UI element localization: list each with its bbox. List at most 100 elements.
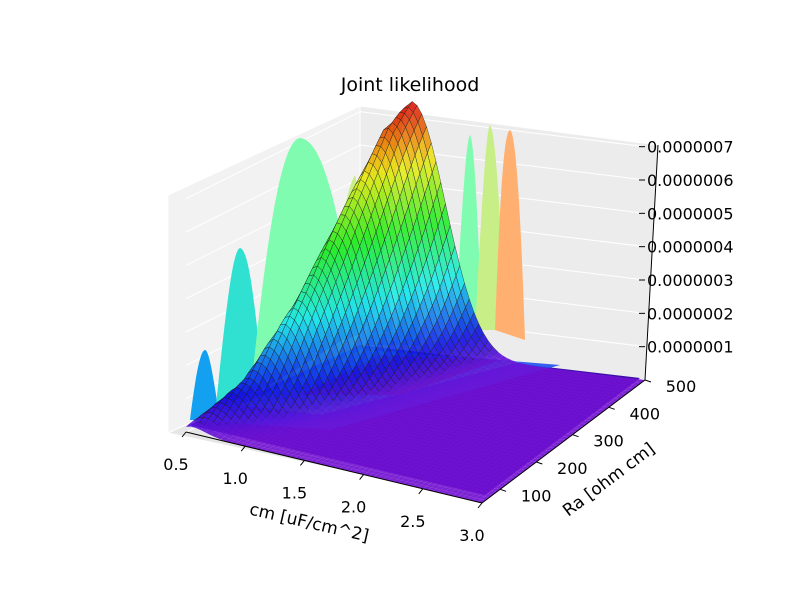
surface-facet-2244 bbox=[330, 442, 340, 446]
surface-facet-714 bbox=[572, 405, 582, 410]
surface-facet-1413 bbox=[427, 418, 436, 423]
surface-facet-228 bbox=[573, 380, 582, 384]
surface-facet-592 bbox=[570, 399, 579, 403]
surface-facet-1904 bbox=[451, 448, 460, 453]
surface-facet-161 bbox=[543, 373, 553, 377]
surface-facet-2089 bbox=[464, 461, 473, 466]
surface-facet-1606 bbox=[479, 438, 488, 442]
surface-facet-1340 bbox=[367, 399, 377, 406]
surface-facet-1766 bbox=[370, 426, 380, 430]
surface-facet-1657 bbox=[431, 432, 441, 436]
surface-facet-2618 bbox=[377, 472, 386, 476]
y-tick-mark-0 bbox=[499, 488, 507, 492]
surface-facet-1116 bbox=[460, 409, 469, 413]
surface-facet-831 bbox=[551, 408, 560, 413]
surface-facet-2231 bbox=[267, 422, 276, 430]
surface-facet-1653 bbox=[412, 428, 421, 432]
surface-facet-1359 bbox=[460, 421, 469, 426]
z-tick-label-4: 0.0000005 bbox=[647, 204, 734, 223]
surface-facet-704 bbox=[524, 398, 534, 402]
surface-facet-636 bbox=[490, 390, 499, 394]
surface-facet-566 bbox=[445, 374, 455, 381]
surface-facet-96 bbox=[523, 368, 532, 372]
surface-facet-506 bbox=[449, 371, 459, 378]
surface-facet-1701 bbox=[350, 418, 359, 423]
surface-facet-2601 bbox=[293, 452, 303, 456]
surface-facet-239 bbox=[625, 387, 635, 391]
surface-facet-2498 bbox=[384, 467, 394, 471]
surface-facet-1999 bbox=[321, 428, 331, 432]
y-tick-mark-2 bbox=[572, 434, 579, 438]
surface-facet-2088 bbox=[459, 460, 469, 465]
surface-facet-767 bbox=[535, 403, 544, 407]
surface-facet-766 bbox=[530, 402, 540, 406]
surface-facet-1878 bbox=[324, 421, 333, 426]
surface-facet-1370 bbox=[513, 431, 522, 435]
surface-facet-873 bbox=[460, 397, 470, 401]
surface-facet-529 bbox=[559, 394, 569, 398]
surface-facet-2620 bbox=[387, 474, 396, 478]
surface-facet-1769 bbox=[385, 429, 394, 433]
surface-facet-827 bbox=[531, 405, 541, 409]
surface-facet-1518 bbox=[346, 401, 356, 410]
surface-facet-716 bbox=[582, 407, 591, 411]
surface-facet-2625 bbox=[411, 480, 421, 484]
surface-facet-2545 bbox=[316, 454, 326, 459]
surface-facet-449 bbox=[467, 375, 477, 380]
surface-facet-1598 bbox=[440, 430, 449, 434]
surface-facet-2638 bbox=[475, 495, 485, 500]
surface-facet-1695 bbox=[320, 399, 330, 410]
surface-facet-2586 bbox=[219, 429, 229, 437]
surface-facet-1939 bbox=[325, 425, 334, 430]
surface-facet-1960 bbox=[427, 447, 437, 451]
surface-facet-1558 bbox=[541, 446, 550, 451]
surface-facet-2291 bbox=[263, 426, 272, 433]
surface-facet-2382 bbox=[411, 466, 421, 471]
surface-facet-2090 bbox=[469, 462, 478, 467]
surface-facet-522 bbox=[526, 389, 535, 393]
surface-facet-1315 bbox=[541, 433, 550, 437]
surface-facet-2180 bbox=[314, 435, 324, 440]
surface-facet-357 bbox=[608, 391, 618, 396]
surface-facet-2175 bbox=[290, 429, 300, 434]
surface-facet-2191 bbox=[368, 447, 378, 451]
surface-facet-2414 bbox=[270, 437, 279, 442]
surface-facet-706 bbox=[534, 399, 543, 404]
surface-facet-229 bbox=[578, 381, 587, 385]
surface-facet-341 bbox=[532, 381, 541, 385]
surface-facet-1678 bbox=[533, 451, 543, 456]
surface-facet-1964 bbox=[447, 451, 456, 455]
surface-facet-217 bbox=[520, 373, 530, 377]
surface-facet-643 bbox=[523, 395, 533, 399]
surface-facet-894 bbox=[561, 413, 571, 418]
surface-facet-2373 bbox=[367, 456, 377, 461]
surface-facet-234 bbox=[601, 384, 611, 388]
surface-facet-628 bbox=[451, 382, 461, 387]
surface-facet-344 bbox=[546, 383, 556, 387]
surface-facet-655 bbox=[581, 403, 590, 408]
surface-facet-953 bbox=[553, 415, 562, 419]
surface-facet-760 bbox=[501, 397, 511, 402]
surface-facet-2177 bbox=[300, 432, 309, 436]
surface-facet-1349 bbox=[411, 412, 421, 417]
surface-facet-657 bbox=[590, 405, 600, 409]
surface-facet-1428 bbox=[499, 432, 509, 436]
surface-facet-1651 bbox=[402, 426, 412, 430]
surface-facet-2443 bbox=[412, 470, 422, 474]
surface-facet-2416 bbox=[280, 440, 289, 444]
surface-facet-233 bbox=[597, 383, 606, 388]
surface-facet-1610 bbox=[498, 441, 508, 446]
surface-facet-225 bbox=[559, 378, 568, 382]
surface-facet-2152 bbox=[475, 467, 484, 471]
surface-facet-567 bbox=[450, 377, 460, 383]
surface-facet-2392 bbox=[460, 477, 470, 482]
surface-facet-1965 bbox=[452, 452, 461, 456]
surface-facet-993 bbox=[453, 402, 462, 406]
surface-facet-803 bbox=[416, 377, 425, 386]
surface-facet-574 bbox=[484, 386, 493, 390]
surface-facet-354 bbox=[594, 389, 603, 394]
surface-facet-221 bbox=[540, 376, 549, 380]
surface-facet-2182 bbox=[324, 438, 334, 442]
surface-facet-1355 bbox=[440, 418, 450, 422]
surface-facet-997 bbox=[472, 405, 482, 409]
